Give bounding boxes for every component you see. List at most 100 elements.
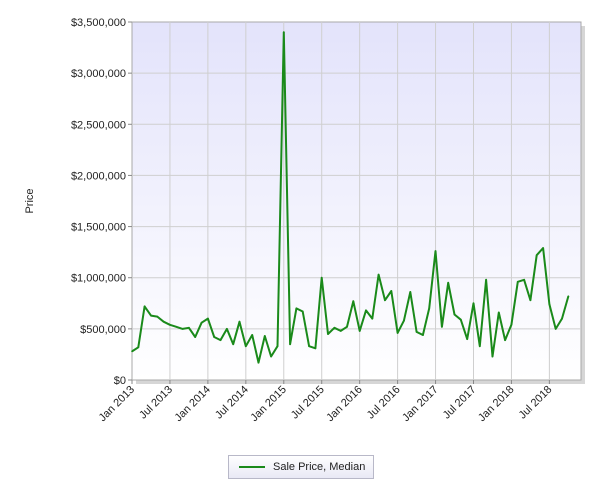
data-point bbox=[200, 321, 203, 324]
data-point bbox=[346, 326, 348, 328]
data-point bbox=[358, 330, 361, 332]
data-point bbox=[409, 291, 412, 293]
data-point bbox=[491, 355, 494, 358]
y-tick-label: $0 bbox=[114, 375, 126, 387]
data-point bbox=[264, 335, 266, 337]
gridlines bbox=[132, 22, 581, 380]
y-tick-label: $3,000,000 bbox=[71, 68, 126, 80]
x-tick-label: Jan 2013 bbox=[97, 384, 137, 424]
data-point bbox=[137, 346, 140, 349]
data-point bbox=[194, 336, 197, 338]
x-tick-label: Jan 2015 bbox=[248, 384, 288, 424]
y-tick-label: $1,500,000 bbox=[71, 222, 126, 234]
data-point bbox=[232, 343, 234, 346]
data-point bbox=[371, 317, 374, 320]
data-point bbox=[327, 333, 329, 335]
data-point bbox=[150, 314, 152, 317]
data-point bbox=[453, 313, 456, 316]
data-point bbox=[219, 339, 222, 341]
data-point bbox=[497, 311, 500, 314]
data-point bbox=[162, 320, 165, 323]
legend: Sale Price, Median bbox=[228, 455, 374, 479]
series-line bbox=[131, 31, 570, 364]
data-point bbox=[561, 317, 563, 320]
x-tick-label: Jul 2014 bbox=[213, 384, 251, 422]
data-point bbox=[567, 295, 570, 297]
data-point bbox=[213, 336, 216, 338]
data-point bbox=[472, 302, 475, 305]
data-point bbox=[188, 327, 190, 329]
data-point bbox=[415, 331, 418, 333]
x-tick-label: Jan 2016 bbox=[324, 384, 364, 424]
x-tick-label: Jul 2013 bbox=[137, 384, 175, 422]
data-point bbox=[339, 330, 342, 332]
y-axis-title: Price bbox=[24, 188, 36, 213]
data-point bbox=[251, 334, 253, 336]
data-point bbox=[308, 345, 310, 348]
y-tick-label: $3,500,000 bbox=[71, 17, 126, 29]
x-tick-label: Jul 2016 bbox=[365, 384, 403, 422]
data-point bbox=[447, 282, 449, 284]
data-point bbox=[390, 290, 393, 292]
data-point bbox=[301, 310, 304, 313]
data-point bbox=[548, 303, 551, 306]
data-point bbox=[441, 326, 443, 328]
data-point bbox=[295, 307, 298, 310]
data-point bbox=[257, 361, 260, 364]
legend-label: Sale Price, Median bbox=[273, 461, 366, 473]
data-point bbox=[276, 345, 279, 348]
data-point bbox=[384, 299, 386, 302]
data-point bbox=[131, 350, 133, 353]
y-tick-label: $2,500,000 bbox=[71, 119, 126, 131]
data-point bbox=[422, 334, 424, 336]
data-point bbox=[396, 332, 399, 334]
data-point bbox=[523, 278, 525, 281]
data-point bbox=[479, 345, 481, 348]
data-point bbox=[485, 278, 487, 281]
x-tick-label: Jul 2017 bbox=[441, 384, 479, 422]
x-tick-label: Jul 2018 bbox=[517, 384, 555, 422]
data-point bbox=[143, 305, 146, 308]
data-point bbox=[516, 281, 519, 283]
data-point bbox=[504, 339, 506, 341]
x-tick-label: Jan 2018 bbox=[476, 384, 516, 424]
data-point bbox=[289, 343, 291, 346]
data-point bbox=[156, 315, 159, 318]
data-point bbox=[365, 309, 367, 312]
data-point bbox=[460, 318, 462, 321]
y-tick-label: $500,000 bbox=[80, 324, 126, 336]
y-axis-ticks: $0 $500,000 $1,000,000 $1,500,000 $2,000,000… bbox=[71, 17, 132, 387]
y-tick-label: $1,000,000 bbox=[71, 273, 126, 285]
data-point bbox=[245, 345, 247, 348]
data-point bbox=[226, 328, 228, 330]
data-point bbox=[320, 276, 323, 279]
data-point bbox=[175, 326, 178, 328]
y-tick-label: $2,000,000 bbox=[71, 170, 126, 182]
data-point bbox=[169, 323, 171, 326]
data-point bbox=[535, 254, 538, 257]
data-point bbox=[282, 31, 285, 34]
x-tick-label: Jan 2017 bbox=[400, 384, 440, 424]
data-point bbox=[207, 317, 209, 320]
legend-swatch bbox=[239, 466, 265, 468]
data-point bbox=[270, 355, 272, 358]
data-point bbox=[314, 347, 317, 350]
data-point bbox=[333, 327, 336, 329]
data-point bbox=[181, 328, 184, 330]
data-point bbox=[466, 338, 468, 340]
series-layer bbox=[131, 31, 570, 364]
data-point bbox=[434, 250, 437, 252]
x-tick-label: Jul 2015 bbox=[289, 384, 327, 422]
data-point bbox=[403, 319, 405, 322]
data-point bbox=[238, 320, 241, 323]
x-tick-label: Jan 2014 bbox=[173, 384, 213, 424]
data-point bbox=[529, 299, 532, 302]
data-point bbox=[510, 323, 513, 326]
data-point bbox=[542, 247, 544, 249]
data-point bbox=[377, 273, 380, 276]
data-point bbox=[554, 328, 557, 330]
data-point bbox=[428, 307, 431, 310]
data-point bbox=[352, 300, 355, 303]
